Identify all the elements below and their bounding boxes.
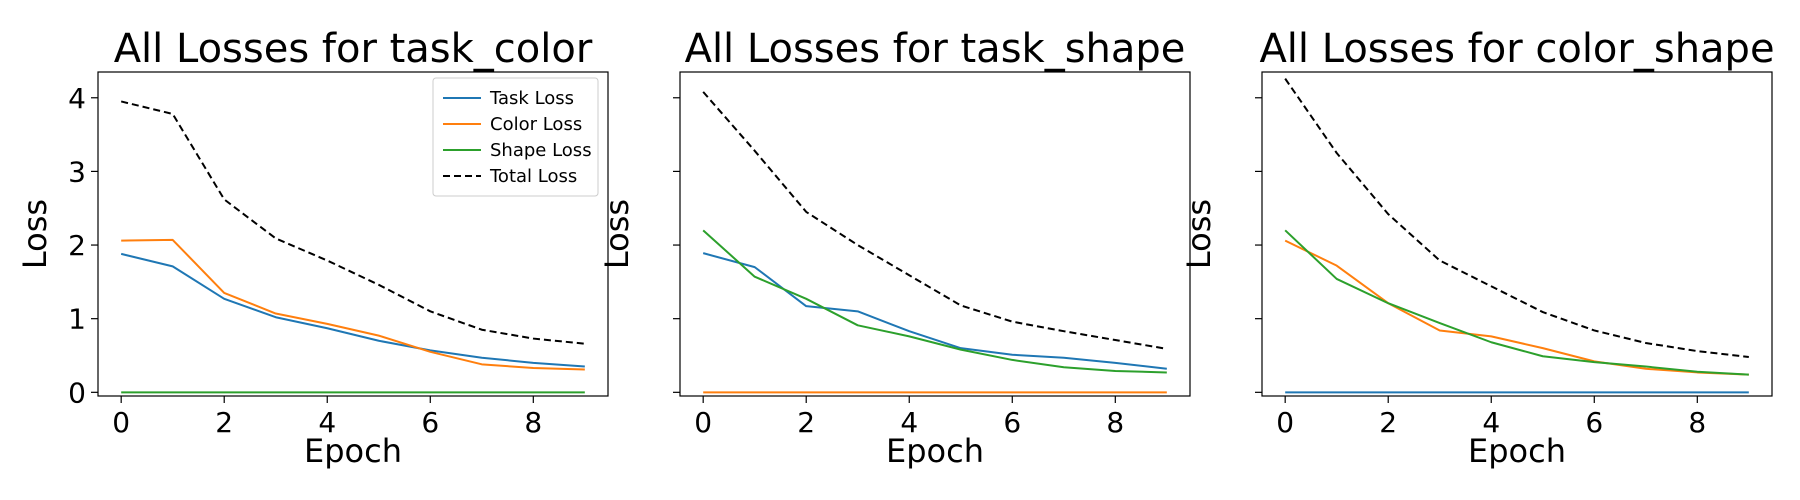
x-tick-label: 0: [112, 406, 130, 439]
y-tick-label: 2: [68, 229, 86, 262]
legend-label: Task Loss: [489, 88, 574, 109]
chart-panel-1: All Losses for task_color Epoch Loss 0 2 4 6 8 0…: [16, 26, 609, 470]
series-line-color-loss: [1284, 239, 1749, 376]
series-line-shape-loss: [1284, 229, 1749, 376]
chart-title: All Losses for task_shape: [685, 26, 1186, 72]
chart-title: All Losses for color_shape: [1259, 26, 1774, 72]
chart-panel-2: All Losses for task_shape Epoch Loss 0 2 4 6 8: [598, 26, 1191, 470]
x-tick-label: 8: [1688, 406, 1706, 439]
y-tick-label: 4: [68, 82, 86, 115]
x-tick-label: 8: [1106, 406, 1124, 439]
y-tick-label: 3: [68, 155, 86, 188]
x-axis-label: Epoch: [1468, 432, 1566, 470]
x-axis-label: Epoch: [304, 432, 402, 470]
chart-panel-3: All Losses for color_shape Epoch Loss 0 2 4 6 8: [1180, 26, 1775, 470]
series-line-total-loss: [702, 91, 1167, 350]
legend-label: Shape Loss: [490, 140, 592, 161]
y-axis-label: Loss: [598, 199, 636, 269]
series-line-color-loss: [121, 238, 585, 371]
legend-label: Total Loss: [489, 166, 577, 187]
y-tick-label: 1: [68, 303, 86, 336]
x-tick-label: 6: [1003, 406, 1021, 439]
x-tick-label: 2: [797, 406, 815, 439]
series-line-total-loss: [1284, 78, 1749, 358]
series-line-task-loss: [120, 252, 585, 368]
x-tick-label: 0: [1276, 406, 1294, 439]
x-tick-label: 0: [694, 406, 712, 439]
x-tick-label: 4: [1482, 406, 1500, 439]
chart-title: All Losses for task_color: [114, 26, 593, 72]
plot-frame: [1261, 71, 1773, 397]
series-line-shape-loss: [702, 229, 1167, 374]
series-line-total-loss: [120, 100, 585, 345]
y-axis-label: Loss: [16, 199, 54, 269]
series-line-task-loss: [702, 252, 1167, 370]
legend-label: Color Loss: [490, 114, 582, 135]
x-tick-label: 4: [900, 406, 918, 439]
x-tick-label: 8: [524, 406, 542, 439]
x-tick-label: 2: [1379, 406, 1397, 439]
y-axis-label: Loss: [1180, 199, 1218, 269]
x-axis-label: Epoch: [886, 432, 984, 470]
x-tick-label: 4: [318, 406, 336, 439]
x-tick-label: 2: [215, 406, 233, 439]
x-tick-label: 6: [1585, 406, 1603, 439]
y-tick-label: 0: [68, 376, 86, 409]
x-tick-label: 6: [421, 406, 439, 439]
legend: Task Loss Color Loss Shape Loss Total Loss: [432, 77, 599, 197]
plot-frame: [679, 71, 1191, 397]
plot-frame: [97, 71, 609, 397]
legend-frame: [432, 77, 599, 197]
